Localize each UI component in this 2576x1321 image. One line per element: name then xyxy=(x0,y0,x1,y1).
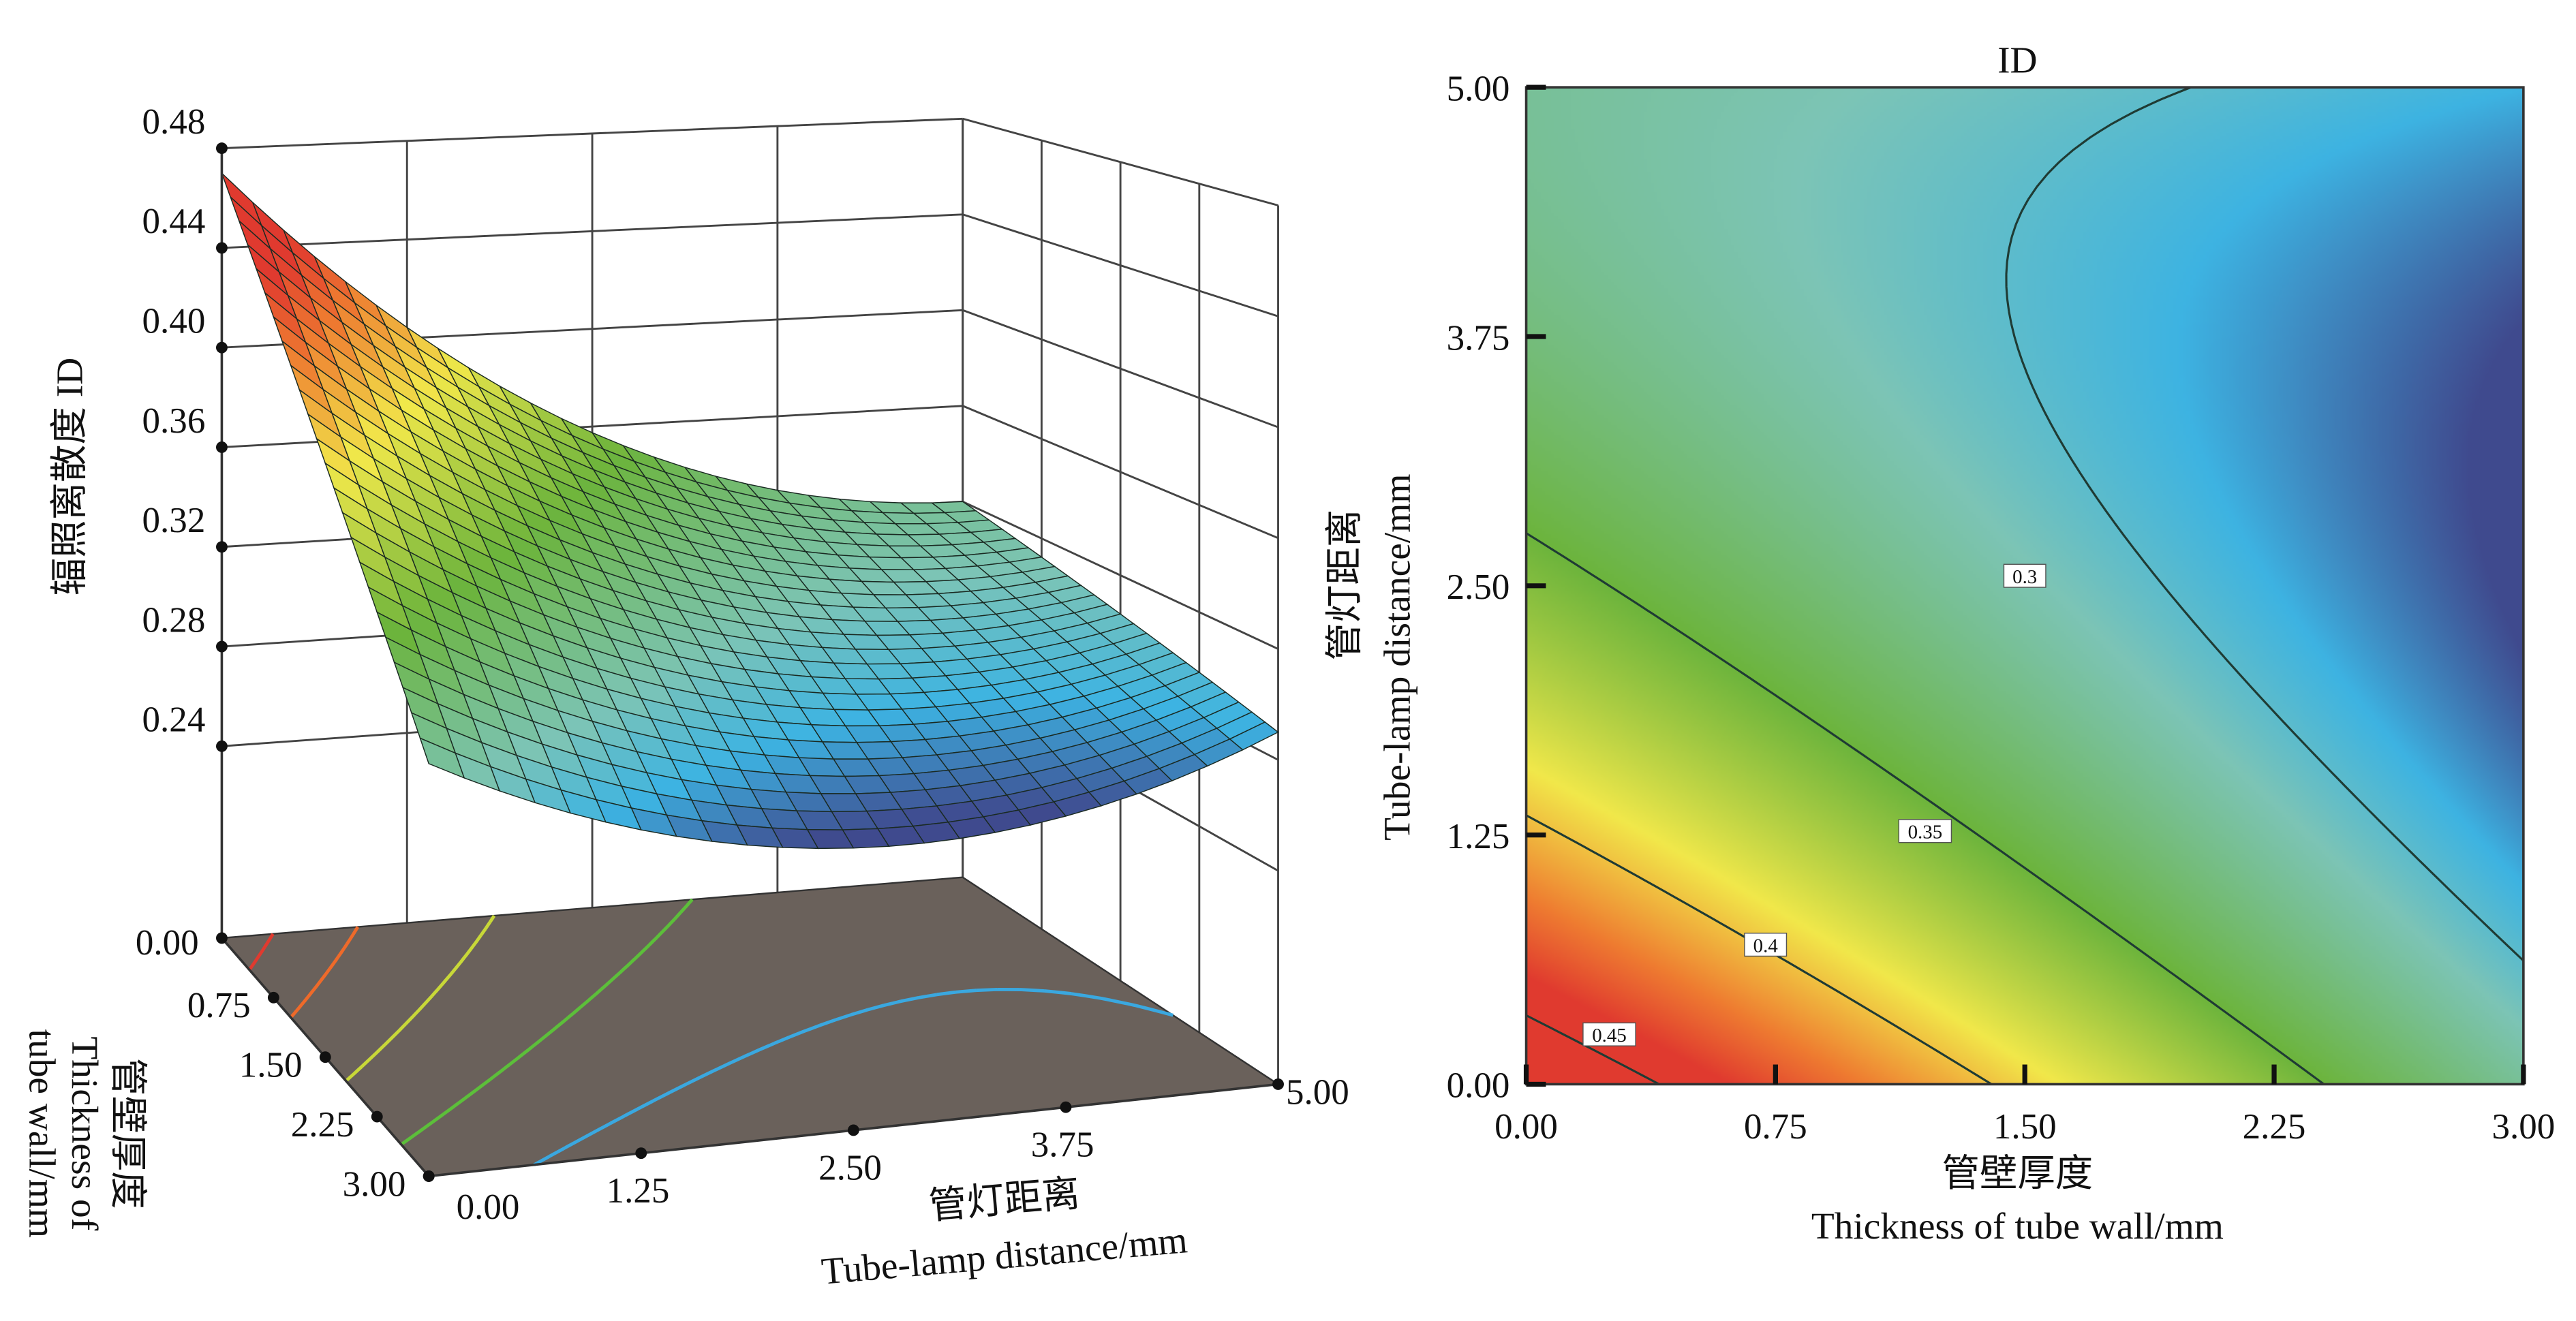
z-tick-label: 0.32 xyxy=(142,501,206,540)
z-tick-label: 0.48 xyxy=(142,102,206,142)
x-tick-mark xyxy=(267,991,279,1004)
x-axis-label-en: Thickness of tube wall/mm xyxy=(1811,1205,2224,1247)
floor-contour-0.38 xyxy=(345,914,496,1083)
y-axis-label-en: Tube-lamp distance/mm xyxy=(1376,473,1417,840)
wall-gridline xyxy=(962,117,1278,206)
y-tick-label: 0.00 xyxy=(457,1187,520,1227)
x-axis-label-en-1: Thickness of xyxy=(64,1036,106,1230)
x-tick-label: 0.00 xyxy=(136,923,199,963)
contour-label-box xyxy=(1582,1022,1636,1046)
x-axis-label-cn: 管壁厚度 xyxy=(1942,1153,2093,1194)
floor-contour-0.3 xyxy=(533,987,1174,1166)
y-axis-label-cn: 管灯距离 xyxy=(1323,510,1365,661)
z-tick-label: 0.44 xyxy=(142,202,206,241)
contour-label-box xyxy=(1744,933,1788,957)
contour-label-box xyxy=(1898,819,1952,843)
z-tick-mark xyxy=(216,142,228,155)
y-tick-label: 2.50 xyxy=(818,1148,882,1187)
x-tick-label: 2.25 xyxy=(291,1105,354,1145)
z-tick-mark xyxy=(216,441,228,453)
z-tick-mark xyxy=(216,242,228,254)
contour-label-box xyxy=(2003,563,2046,588)
z-tick-mark xyxy=(216,640,228,653)
response-surface xyxy=(221,172,1279,850)
x-tick-mark xyxy=(319,1051,331,1063)
z-tick-label: 0.28 xyxy=(142,600,206,640)
wall-gridline xyxy=(962,309,1279,429)
y-tick-label: 3.75 xyxy=(1031,1125,1094,1165)
y-tick-mark xyxy=(847,1124,859,1136)
wall-gridline xyxy=(221,213,963,249)
surface-plot-3d: 0.48 0.44 0.40 0.36 0.32 0.28 0.24 0.00 0.75 1.50… xyxy=(21,102,1349,1292)
floor-contour-0.45 xyxy=(247,933,275,971)
chart-title: ID xyxy=(1997,39,2038,80)
x-tick-label: 1.50 xyxy=(239,1046,303,1085)
floor-contour-0.34 xyxy=(400,898,694,1146)
contour-label: 0.45 xyxy=(1592,1025,1627,1046)
contour-lines: 0.3 0.35 0.4 0.45 xyxy=(1525,86,2524,1085)
z-tick-label: 0.24 xyxy=(142,700,206,740)
floor-contour-0.42 xyxy=(289,926,360,1019)
x-tick-label: 1.50 xyxy=(1993,1107,2057,1147)
contour-line-0.3 xyxy=(2005,86,2524,962)
wall-gridline xyxy=(962,500,1279,650)
z-tick-label: 0.40 xyxy=(142,301,206,341)
contour-label: 0.3 xyxy=(2012,566,2037,588)
y-tick-label: 5.00 xyxy=(1447,69,1510,108)
wall-gridline xyxy=(221,117,963,150)
contour-line-0.45 xyxy=(1525,1014,1660,1085)
contour-label: 0.4 xyxy=(1753,935,1778,957)
z-tick-mark xyxy=(216,740,228,752)
x-tick-label: 2.25 xyxy=(2243,1107,2306,1147)
wall-gridline xyxy=(962,213,1278,317)
y-tick-label: 3.75 xyxy=(1447,318,1510,358)
y-tick-label: 0.00 xyxy=(1447,1066,1510,1106)
y-axis-label-en: Tube-lamp distance/mm xyxy=(820,1219,1189,1292)
y-tick-mark xyxy=(1272,1078,1284,1090)
x-tick-label: 0.75 xyxy=(1744,1107,1807,1147)
surface-patch xyxy=(419,737,465,779)
contour-line-0.35 xyxy=(1525,532,2325,1085)
contour-plot: 0.3 0.35 0.4 0.45 0.00 0.75 1.50 2.25 3.00 0.00 1… xyxy=(1323,39,2555,1247)
x-tick-label: 3.00 xyxy=(2491,1107,2555,1147)
y-axis-label-cn: 管灯距离 xyxy=(927,1172,1082,1227)
wall-gridline xyxy=(962,405,1279,540)
y-tick-label: 1.25 xyxy=(607,1171,670,1211)
x-tick-label: 0.00 xyxy=(1494,1107,1558,1147)
z-tick-mark xyxy=(216,541,228,553)
y-tick-label: 1.25 xyxy=(1447,817,1510,856)
x-tick-mark xyxy=(216,932,228,944)
x-axis-label-en-2: tube wall/mm xyxy=(21,1029,63,1238)
x-axis-label-cn: 管壁厚度 xyxy=(107,1058,149,1209)
z-tick-mark xyxy=(216,341,228,354)
z-tick-label: 0.36 xyxy=(142,401,206,441)
axes-2d: 0.00 0.75 1.50 2.25 3.00 0.00 1.25 2.50 3.75 5.00 xyxy=(1447,69,2556,1147)
y-tick-label: 5.00 xyxy=(1286,1072,1349,1112)
y-tick-mark xyxy=(635,1147,647,1160)
z-axis-label: 辐照离散度 ID xyxy=(49,358,91,596)
x-tick-label: 0.75 xyxy=(187,986,251,1025)
y-tick-label: 2.50 xyxy=(1447,568,1510,607)
axes-3d: 0.48 0.44 0.40 0.36 0.32 0.28 0.24 0.00 0.75 1.50… xyxy=(136,102,1349,1227)
y-tick-mark xyxy=(1060,1101,1072,1113)
y-tick-mark xyxy=(423,1170,435,1182)
x-tick-label: 3.00 xyxy=(343,1164,406,1204)
contour-label: 0.35 xyxy=(1908,822,1943,843)
x-tick-mark xyxy=(371,1110,383,1123)
